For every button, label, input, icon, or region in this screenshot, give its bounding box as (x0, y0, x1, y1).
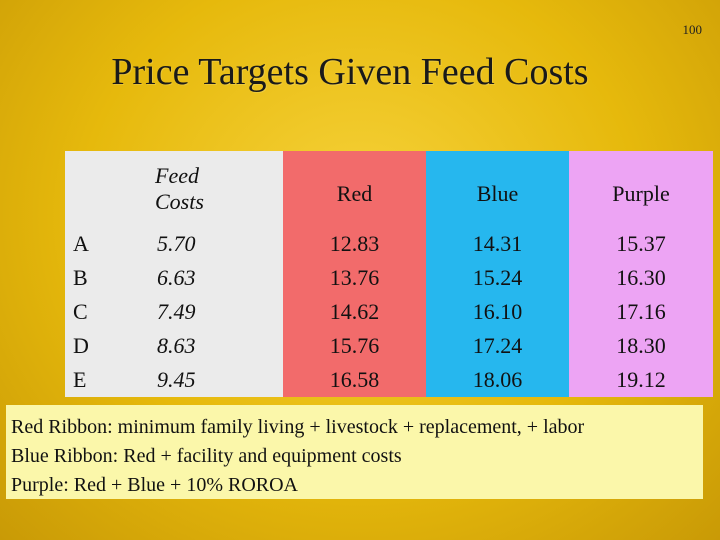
row-label: C (65, 295, 129, 329)
purple-cell: 16.30 (569, 261, 713, 295)
blue-cell: 14.31 (426, 227, 569, 261)
table-row: D 8.63 15.76 17.24 18.30 (65, 329, 713, 363)
feed-cost-cell: 9.45 (129, 363, 283, 397)
feed-cost-cell: 5.70 (129, 227, 283, 261)
slide-number: 100 (682, 22, 703, 37)
header-feed-line1: Feed (155, 163, 199, 188)
purple-cell: 19.12 (569, 363, 713, 397)
blue-cell: 16.10 (426, 295, 569, 329)
red-cell: 16.58 (283, 363, 426, 397)
red-cell: 12.83 (283, 227, 426, 261)
header-feed-line2: Costs (155, 189, 204, 214)
table-row: B 6.63 13.76 15.24 16.30 (65, 261, 713, 295)
feed-cost-cell: 8.63 (129, 329, 283, 363)
legend-blue-ribbon: Blue Ribbon: Red + facility and equipmen… (11, 445, 402, 467)
row-label: B (65, 261, 129, 295)
red-cell: 13.76 (283, 261, 426, 295)
table-row: A 5.70 12.83 14.31 15.37 (65, 227, 713, 261)
table-row: C 7.49 14.62 16.10 17.16 (65, 295, 713, 329)
header-purple: Purple (569, 151, 713, 227)
legend-purple: Purple: Red + Blue + 10% ROROA (11, 474, 298, 496)
purple-cell: 17.16 (569, 295, 713, 329)
feed-cost-cell: 7.49 (129, 295, 283, 329)
header-feed-costs: Feed Costs (129, 151, 283, 227)
blue-cell: 17.24 (426, 329, 569, 363)
table-header-row: Feed Costs Red Blue Purple (65, 151, 713, 227)
purple-cell: 15.37 (569, 227, 713, 261)
table-row: E 9.45 16.58 18.06 19.12 (65, 363, 713, 397)
red-cell: 15.76 (283, 329, 426, 363)
row-label: E (65, 363, 129, 397)
feed-cost-cell: 6.63 (129, 261, 283, 295)
header-red: Red (283, 151, 426, 227)
slide-title: Price Targets Given Feed Costs (111, 51, 589, 93)
red-cell: 14.62 (283, 295, 426, 329)
purple-cell: 18.30 (569, 329, 713, 363)
legend-red-ribbon: Red Ribbon: minimum family living + live… (11, 416, 585, 438)
price-targets-table: Feed Costs Red Blue Purple A 5.70 12.83 1… (65, 151, 713, 397)
blue-cell: 15.24 (426, 261, 569, 295)
header-blue: Blue (426, 151, 569, 227)
ribbon-legend-box: Red Ribbon: minimum family living + live… (6, 405, 703, 499)
row-label: A (65, 227, 129, 261)
header-row-label (65, 151, 129, 227)
row-label: D (65, 329, 129, 363)
blue-cell: 18.06 (426, 363, 569, 397)
